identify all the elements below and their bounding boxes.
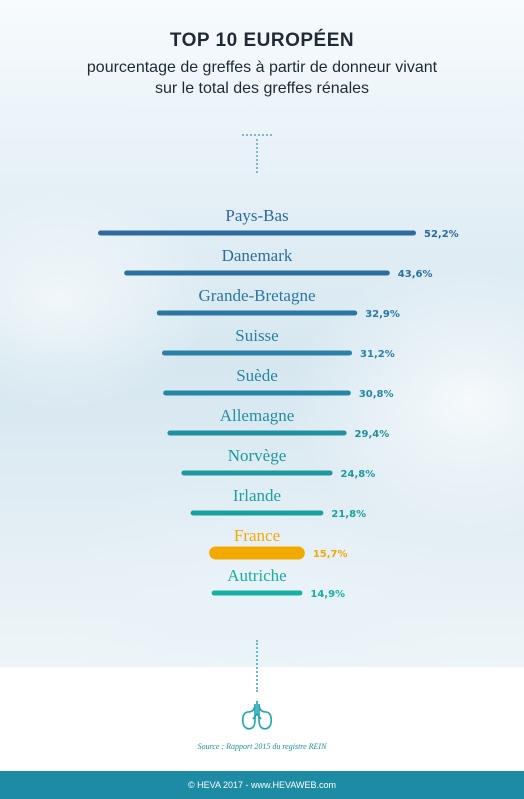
category-label: Pays-Bas [225,206,288,225]
category-label: Allemagne [220,406,295,425]
bar [98,230,416,236]
chart-subtitle-line1: pourcentage de greffes à partir de donne… [86,59,438,76]
dotted-divider-vertical [256,139,258,173]
bar [181,470,333,476]
kidney-icon [241,701,273,730]
value-label: 15,7% [313,549,348,560]
value-label: 52,2% [424,229,459,240]
value-label: 32,9% [365,309,400,320]
category-label: Irlande [233,486,281,505]
bar [190,510,324,516]
category-label: Danemark [222,246,293,265]
bar [167,430,347,436]
value-label: 43,6% [398,269,433,280]
category-label: Norvège [228,446,287,465]
value-label: 31,2% [360,349,395,360]
bar [124,270,390,276]
value-label: 21,8% [331,509,366,520]
footer-credit[interactable]: © HEVA 2017 - www.HEVAWEB.com [0,771,524,799]
dotted-connector [256,640,258,692]
value-label: 24,8% [341,469,376,480]
bar-chart: Pays-Bas 52,2% Danemark 43,6% Grande-Bretagn… [98,206,459,600]
category-label: Suisse [235,326,278,345]
value-label: 30,8% [359,389,394,400]
dotted-divider-horizontal [242,134,272,136]
bar [211,590,303,596]
category-label: Suède [236,366,278,385]
source-note: Source : Rapport 2015 du registre REIN [197,742,327,751]
value-label: 14,9% [310,589,345,600]
category-label: Autriche [227,566,286,585]
bar [161,350,353,356]
chart-title: TOP 10 EUROPÉEN [169,30,355,51]
value-label: 29,4% [355,429,390,440]
bar [163,390,351,396]
category-label: Grande-Bretagne [198,286,315,305]
bar [156,310,358,316]
chart-subtitle-line2: sur le total des greffes rénales [154,80,370,97]
bar [209,546,305,560]
category-label: France [234,526,280,545]
